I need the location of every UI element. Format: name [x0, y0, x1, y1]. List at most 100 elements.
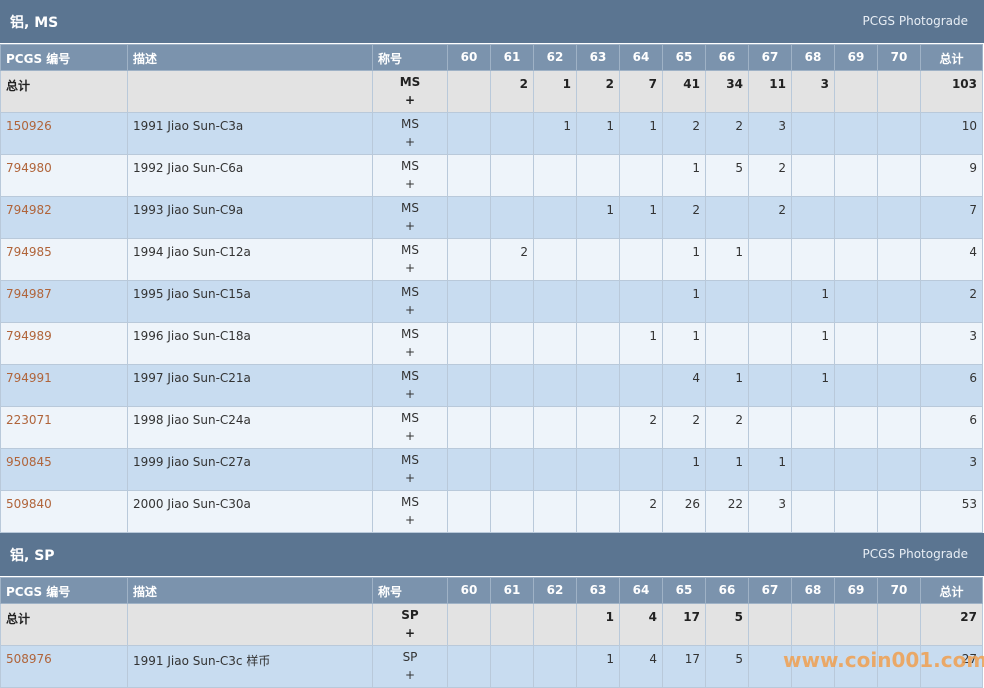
grade-plus: + — [404, 219, 416, 233]
grade-plus: + — [404, 135, 416, 149]
description: 1995 Jiao Sun-C15a — [127, 280, 373, 323]
count — [447, 238, 491, 281]
description: 1996 Jiao Sun-C18a — [127, 322, 373, 365]
count: 1 — [619, 196, 663, 239]
count — [834, 238, 878, 281]
count — [619, 154, 663, 197]
count — [447, 448, 491, 491]
count — [619, 364, 663, 407]
pcgs-number[interactable]: 794980 — [0, 154, 128, 197]
grade-plus: + — [404, 387, 416, 401]
grade: MS + — [372, 490, 448, 533]
count — [834, 70, 878, 113]
row-total: 27 — [920, 603, 983, 646]
count: 2 — [619, 490, 663, 533]
description — [127, 70, 373, 113]
count — [447, 406, 491, 449]
column-header: 68 — [791, 577, 835, 604]
grade-name: MS — [401, 495, 419, 509]
grade-plus: + — [404, 513, 416, 527]
count: 2 — [748, 154, 792, 197]
grade: MS + — [372, 448, 448, 491]
count — [834, 364, 878, 407]
count — [490, 645, 534, 688]
photograde-link[interactable]: PCGS Photograde — [862, 547, 968, 561]
column-header: 描述 — [127, 44, 373, 71]
grade: SP + — [372, 645, 448, 688]
count: 1 — [662, 238, 706, 281]
row-total: 27 — [920, 645, 983, 688]
column-header: 66 — [705, 577, 749, 604]
pcgs-number[interactable]: 950845 — [0, 448, 128, 491]
grade-plus: + — [404, 668, 416, 682]
count: 1 — [576, 645, 620, 688]
count — [834, 406, 878, 449]
count — [877, 70, 921, 113]
count: 2 — [748, 196, 792, 239]
count: 22 — [705, 490, 749, 533]
grade-plus: + — [404, 471, 416, 485]
pcgs-number[interactable]: 509840 — [0, 490, 128, 533]
count: 1 — [576, 112, 620, 155]
data-row: 150926 1991 Jiao Sun-C3a MS +1 1 1 2 2 3 10 — [0, 112, 983, 155]
column-header: 60 — [447, 44, 491, 71]
count — [705, 322, 749, 365]
count: 2 — [662, 112, 706, 155]
count — [490, 280, 534, 323]
grade-name: MS — [401, 201, 419, 215]
pcgs-number[interactable]: 508976 — [0, 645, 128, 688]
grade-table: PCGS 编号 描述 称号 60 61 62 63 64 65 66 67 68 69 70 总计 总计 MS +… — [0, 44, 983, 533]
column-header: 62 — [533, 577, 577, 604]
count: 1 — [576, 196, 620, 239]
pcgs-number[interactable]: 794985 — [0, 238, 128, 281]
pcgs-number[interactable]: 794987 — [0, 280, 128, 323]
count — [447, 196, 491, 239]
pcgs-number[interactable]: 150926 — [0, 112, 128, 155]
row-total: 103 — [920, 70, 983, 113]
column-header: 69 — [834, 44, 878, 71]
count — [748, 364, 792, 407]
grade-name: MS — [401, 453, 419, 467]
count — [533, 603, 577, 646]
column-header: 66 — [705, 44, 749, 71]
pcgs-number[interactable]: 223071 — [0, 406, 128, 449]
count: 3 — [748, 490, 792, 533]
count — [877, 112, 921, 155]
count: 1 — [662, 154, 706, 197]
column-header: PCGS 编号 — [0, 44, 128, 71]
grade: MS + — [372, 322, 448, 365]
count — [748, 322, 792, 365]
count: 17 — [662, 645, 706, 688]
count — [533, 280, 577, 323]
photograde-link[interactable]: PCGS Photograde — [862, 14, 968, 28]
row-total: 3 — [920, 322, 983, 365]
count — [877, 196, 921, 239]
count — [533, 154, 577, 197]
pcgs-number[interactable]: 794982 — [0, 196, 128, 239]
count: 1 — [791, 280, 835, 323]
grade-name: MS — [399, 75, 421, 89]
count: 41 — [662, 70, 706, 113]
column-header: 67 — [748, 577, 792, 604]
data-row: 508976 1991 Jiao Sun-C3c 样币 SP +1 4 17 5 27 — [0, 645, 983, 688]
count — [791, 112, 835, 155]
count — [490, 603, 534, 646]
total-row: 总计 MS +2 1 2 7 41 34 11 3 103 — [0, 70, 983, 113]
count: 2 — [490, 238, 534, 281]
count — [490, 490, 534, 533]
count — [791, 196, 835, 239]
description: 1992 Jiao Sun-C6a — [127, 154, 373, 197]
column-header: 62 — [533, 44, 577, 71]
total-row: 总计 SP +1 4 17 5 27 — [0, 603, 983, 646]
count: 1 — [533, 70, 577, 113]
pcgs-number[interactable]: 794991 — [0, 364, 128, 407]
count: 2 — [705, 406, 749, 449]
count: 1 — [705, 448, 749, 491]
count — [576, 154, 620, 197]
pcgs-number[interactable]: 794989 — [0, 322, 128, 365]
grade-table: PCGS 编号 描述 称号 60 61 62 63 64 65 66 67 68 69 70 总计 总计 SP +… — [0, 577, 983, 688]
column-header: 描述 — [127, 577, 373, 604]
count — [877, 490, 921, 533]
description: 1999 Jiao Sun-C27a — [127, 448, 373, 491]
column-header: 总计 — [920, 44, 983, 71]
